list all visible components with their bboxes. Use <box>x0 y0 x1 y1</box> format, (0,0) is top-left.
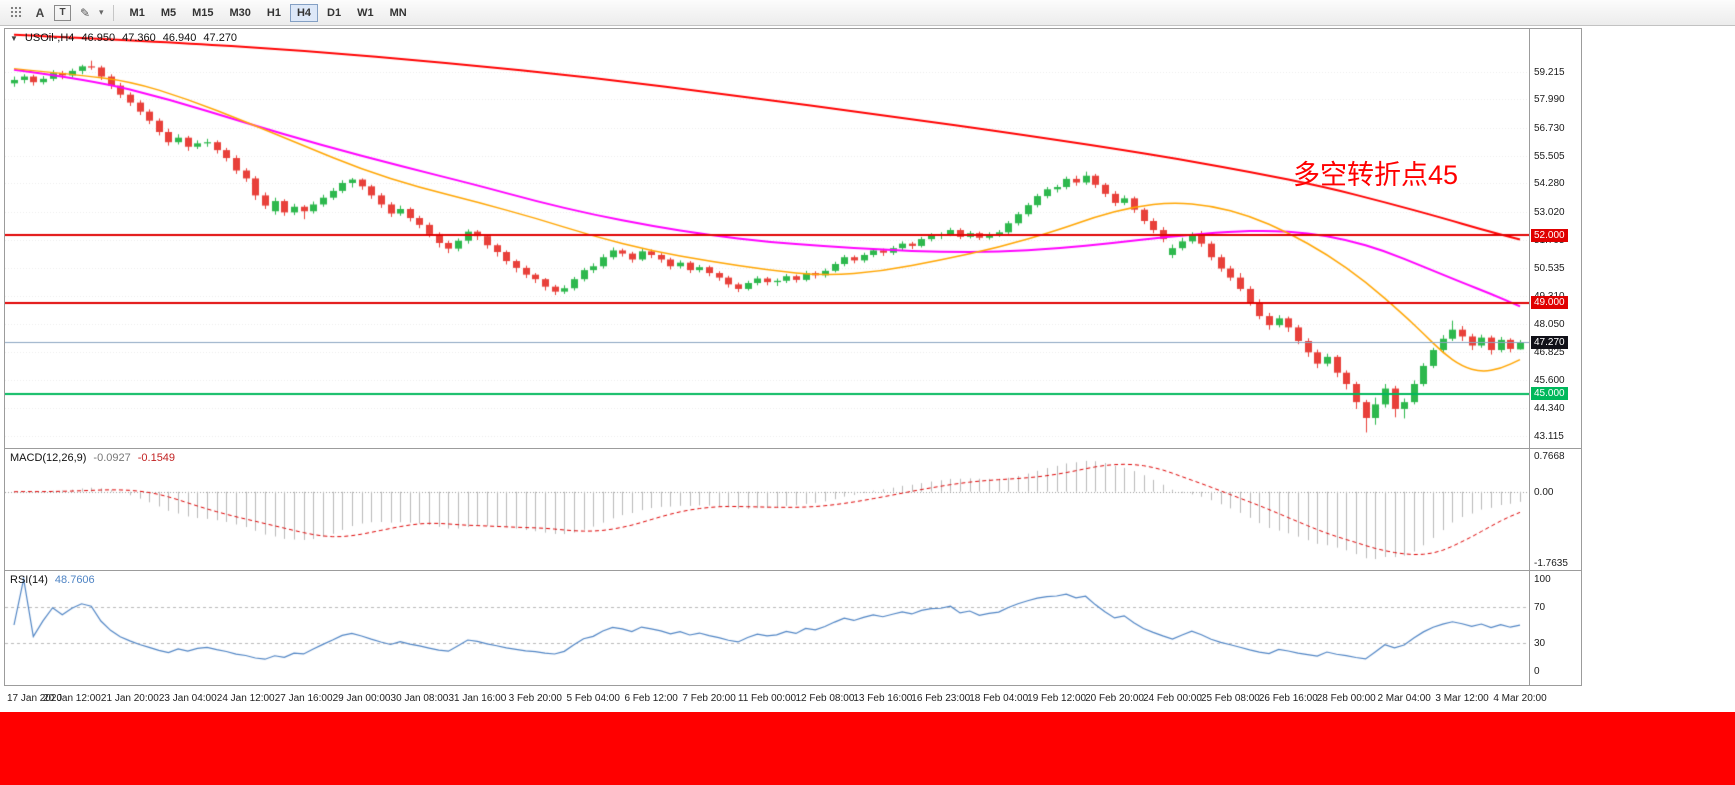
timeframe-mn[interactable]: MN <box>383 4 414 22</box>
price-tick: 45.600 <box>1534 374 1565 386</box>
rsi-label: RSI(14) 48.7606 <box>10 574 95 586</box>
macd-name: MACD(12,26,9) <box>10 452 87 464</box>
symbol-ohlc-label: ▼ USOil-,H4 46.950 47.360 46.940 47.270 <box>10 32 237 44</box>
price-tick: 50.535 <box>1534 263 1565 275</box>
time-label: 23 Jan 04:00 <box>158 693 217 704</box>
price-tick: 53.020 <box>1534 206 1565 218</box>
time-label: 4 Mar 20:00 <box>1493 693 1547 704</box>
time-label: 20 Feb 20:00 <box>1085 693 1144 704</box>
macd-axis-tick: -1.7635 <box>1534 558 1568 569</box>
price-tick: 59.215 <box>1534 66 1565 78</box>
price-tick: 55.505 <box>1534 150 1565 162</box>
time-label: 7 Feb 20:00 <box>682 693 736 704</box>
time-label: 3 Feb 20:00 <box>508 693 562 704</box>
ohlc-high: 47.360 <box>122 32 156 44</box>
timeframe-m30[interactable]: M30 <box>223 4 258 22</box>
time-label: 31 Jan 16:00 <box>448 693 507 704</box>
price-axis[interactable]: 59.21557.99056.73055.50554.28053.02051.7… <box>1529 29 1580 448</box>
toolbar-separator <box>112 4 114 21</box>
timeframe-m15[interactable]: M15 <box>185 4 220 22</box>
rsi-canvas[interactable] <box>5 571 1529 685</box>
rsi-axis-tick: 0 <box>1534 666 1540 677</box>
rsi-name: RSI(14) <box>10 574 48 586</box>
time-label: 25 Feb 08:00 <box>1200 693 1260 704</box>
price-tick: 44.340 <box>1534 403 1565 415</box>
time-label: 26 Feb 16:00 <box>1258 693 1318 704</box>
timeframe-w1[interactable]: W1 <box>350 4 381 22</box>
price-tick: 56.730 <box>1534 122 1565 134</box>
time-label: 30 Jan 08:00 <box>390 693 449 704</box>
time-label: 27 Jan 16:00 <box>274 693 333 704</box>
time-label: 6 Feb 12:00 <box>624 693 678 704</box>
macd-panel: 0.7668 0.00 -1.7635 MACD(12,26,9) -0.0927 … <box>5 449 1581 571</box>
time-label: 5 Feb 04:00 <box>566 693 620 704</box>
rsi-panel: 100 70 30 0 RSI(14) 48.7606 <box>5 571 1581 685</box>
draw-pencil-icon[interactable]: ✎ <box>79 5 91 20</box>
text-tool-button[interactable]: T <box>54 4 71 21</box>
bottom-red-bar <box>0 712 1735 785</box>
time-axis[interactable]: 17 Jan 2020 20 Jan 12:00 21 Jan 20:00 23 Ja… <box>4 690 1582 708</box>
macd-label: MACD(12,26,9) -0.0927 -0.1549 <box>10 452 175 464</box>
macd-axis-tick: 0.7668 <box>1534 451 1565 462</box>
ohlc-open: 46.950 <box>81 32 116 44</box>
time-label: 11 Feb 00:00 <box>737 693 797 704</box>
timeframe-group: M1 M5 M15 M30 H1 H4 D1 W1 MN <box>123 3 414 22</box>
grid-glyph <box>9 6 23 19</box>
time-label: 29 Jan 00:00 <box>332 693 391 704</box>
macd-value-signal: -0.1549 <box>137 452 176 464</box>
macd-axis[interactable]: 0.7668 0.00 -1.7635 <box>1529 449 1580 570</box>
time-label: 21 Jan 20:00 <box>100 693 159 704</box>
macd-value-main: -0.0927 <box>93 452 131 464</box>
price-badge-47.270: 47.270 <box>1531 335 1568 349</box>
rsi-axis-tick: 30 <box>1534 638 1546 650</box>
price-tick: 49.310 <box>1534 291 1565 302</box>
time-label: 20 Jan 12:00 <box>43 693 101 704</box>
time-label: 2 Mar 04:00 <box>1377 693 1431 704</box>
time-label: 16 Feb 23:00 <box>911 693 971 704</box>
chart-collapse-icon[interactable]: ▼ <box>10 33 18 43</box>
chart-window: 59.21557.99056.73055.50554.28053.02051.7… <box>4 28 1582 686</box>
timeframe-m1[interactable]: M1 <box>123 4 152 22</box>
time-label: 24 Feb 00:00 <box>1142 693 1202 704</box>
rsi-axis-tick: 100 <box>1534 574 1551 585</box>
price-tick: 43.115 <box>1534 431 1564 443</box>
dropdown-caret-icon[interactable]: ▾ <box>99 7 104 17</box>
price-chart-canvas[interactable] <box>5 29 1529 449</box>
ohlc-close: 47.270 <box>203 32 238 44</box>
price-tick: 54.280 <box>1534 178 1565 190</box>
ohlc-low: 46.940 <box>162 32 197 44</box>
macd-canvas[interactable] <box>5 449 1529 571</box>
arrow-tool-button[interactable]: A <box>30 4 50 22</box>
time-label: 19 Feb 12:00 <box>1027 693 1087 704</box>
price-tick: 48.050 <box>1534 319 1565 331</box>
chart-annotation[interactable]: 多空转折点45 <box>1293 160 1459 190</box>
chart-options-grid-icon[interactable] <box>6 4 26 22</box>
time-label: 17 Jan 2020 <box>7 693 63 704</box>
rsi-axis-tick: 70 <box>1534 601 1546 613</box>
price-badge-52.000: 52.000 <box>1531 228 1568 242</box>
main-chart-panel: 59.21557.99056.73055.50554.28053.02051.7… <box>5 29 1581 449</box>
toolbar: A T ✎ ▾ M1 M5 M15 M30 H1 H4 D1 W1 MN <box>0 0 1735 26</box>
time-label: 3 Mar 12:00 <box>1435 693 1489 704</box>
price-badge-45.000: 45.000 <box>1531 387 1568 401</box>
time-label: 12 Feb 08:00 <box>795 693 855 704</box>
rsi-axis[interactable]: 100 70 30 0 <box>1529 571 1580 685</box>
macd-axis-tick: 0.00 <box>1534 486 1554 498</box>
price-tick: 46.825 <box>1534 347 1565 359</box>
time-label: 28 Feb 00:00 <box>1316 693 1376 704</box>
price-tick: 57.990 <box>1534 94 1565 106</box>
time-label: 13 Feb 16:00 <box>853 693 913 704</box>
timeframe-m5[interactable]: M5 <box>154 4 183 22</box>
timeframe-d1[interactable]: D1 <box>320 4 348 22</box>
price-badge-49.000: 49.000 <box>1531 296 1568 310</box>
time-label: 18 Feb 04:00 <box>969 693 1029 704</box>
timeframe-h4[interactable]: H4 <box>289 3 319 22</box>
time-label: 24 Jan 12:00 <box>216 693 275 704</box>
symbol-name: USOil-,H4 <box>24 32 75 44</box>
rsi-value: 48.7606 <box>54 574 95 586</box>
timeframe-h1[interactable]: H1 <box>260 4 288 22</box>
